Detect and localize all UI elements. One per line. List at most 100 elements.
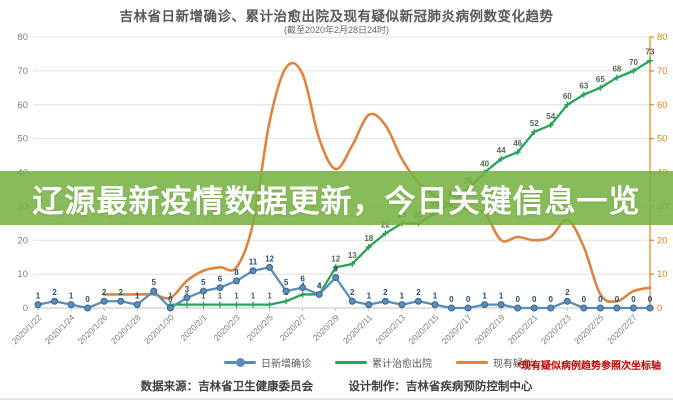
svg-text:40: 40 [480, 160, 489, 169]
svg-text:1: 1 [499, 292, 504, 301]
svg-text:44: 44 [497, 146, 506, 155]
svg-text:0: 0 [23, 303, 28, 314]
headline-banner: 辽源最新疫情数据更新，今日关键信息一览 [0, 171, 673, 225]
svg-text:11: 11 [249, 258, 258, 267]
svg-text:1: 1 [201, 292, 206, 301]
svg-text:54: 54 [546, 112, 555, 121]
svg-text:2020/2/11: 2020/2/11 [341, 312, 375, 346]
svg-text:2020/1/30: 2020/1/30 [142, 312, 176, 346]
svg-text:2020/2/25: 2020/2/25 [572, 312, 606, 346]
svg-text:2020/1/22: 2020/1/22 [10, 312, 44, 346]
svg-text:10: 10 [17, 269, 28, 280]
svg-text:50: 50 [17, 134, 28, 145]
svg-text:2: 2 [416, 288, 421, 297]
svg-text:0: 0 [168, 295, 173, 304]
svg-text:0: 0 [549, 295, 554, 304]
svg-text:68: 68 [612, 65, 621, 74]
svg-text:2: 2 [52, 288, 57, 297]
svg-text:12: 12 [331, 254, 340, 263]
svg-text:1: 1 [135, 292, 140, 301]
svg-text:1: 1 [69, 292, 74, 301]
svg-text:0: 0 [631, 295, 636, 304]
svg-text:0: 0 [532, 295, 537, 304]
svg-text:2020/2/23: 2020/2/23 [539, 312, 573, 346]
svg-text:52: 52 [530, 119, 539, 128]
svg-text:50: 50 [657, 134, 668, 145]
svg-text:70: 70 [629, 58, 638, 67]
svg-text:0: 0 [466, 295, 471, 304]
svg-text:20: 20 [17, 235, 28, 246]
svg-text:2020/1/26: 2020/1/26 [76, 312, 110, 346]
svg-text:0: 0 [515, 295, 520, 304]
svg-text:1: 1 [218, 292, 223, 301]
svg-text:2020/2/1: 2020/2/1 [178, 312, 209, 343]
svg-text:1: 1 [400, 292, 405, 301]
svg-text:6: 6 [218, 275, 223, 284]
svg-text:5: 5 [152, 278, 157, 287]
svg-text:65: 65 [596, 75, 605, 84]
svg-text:0: 0 [648, 295, 653, 304]
svg-text:4: 4 [317, 281, 322, 290]
svg-text:1: 1 [433, 292, 438, 301]
svg-text:9: 9 [334, 265, 339, 274]
svg-text:1: 1 [367, 292, 372, 301]
bottom-edge-strip [0, 398, 673, 400]
svg-text:2020/2/15: 2020/2/15 [407, 312, 441, 346]
svg-text:5: 5 [284, 278, 289, 287]
svg-text:60: 60 [563, 92, 572, 101]
svg-text:2020/2/27: 2020/2/27 [605, 312, 639, 346]
svg-text:2020/1/24: 2020/1/24 [43, 312, 77, 346]
svg-text:80: 80 [17, 32, 28, 43]
svg-text:1: 1 [36, 292, 41, 301]
svg-text:0: 0 [657, 303, 662, 314]
svg-text:10: 10 [657, 269, 668, 280]
svg-text:2020/1/28: 2020/1/28 [109, 312, 143, 346]
svg-text:2: 2 [102, 288, 107, 297]
legend-label: 累计治愈出院 [372, 359, 432, 370]
legend-item-cumulative-discharged: 累计治愈出院 [335, 355, 432, 370]
page-title: 吉林省日新增确诊、累计治愈出院及现有疑似新冠肺炎病例数变化趋势 [119, 9, 554, 24]
legend-item-daily-new-confirmed: 日新增确诊 [224, 355, 311, 370]
svg-text:2: 2 [565, 288, 570, 297]
svg-text:1: 1 [168, 292, 173, 301]
svg-text:13: 13 [348, 251, 357, 260]
svg-text:80: 80 [657, 32, 668, 43]
legend-line-icon [456, 361, 488, 364]
svg-text:5: 5 [201, 278, 206, 287]
svg-text:60: 60 [17, 100, 28, 111]
svg-text:70: 70 [17, 66, 28, 77]
headline-text: 辽源最新疫情数据更新，今日关键信息一览 [32, 183, 641, 219]
svg-text:63: 63 [579, 82, 588, 91]
footer: 数据来源：吉林省卫生健康委员会 设计制作：吉林省疾病预防控制中心 [0, 378, 673, 394]
svg-text:1: 1 [234, 292, 239, 301]
svg-text:73: 73 [646, 48, 655, 57]
secondary-axis-note: *现有疑似病例趋势参照次坐标轴 [517, 361, 661, 372]
svg-text:2020/2/21: 2020/2/21 [506, 312, 540, 346]
svg-text:2020/2/13: 2020/2/13 [373, 312, 407, 346]
svg-text:8: 8 [234, 268, 239, 277]
legend-label: 日新增确诊 [261, 359, 311, 370]
svg-text:0: 0 [615, 295, 620, 304]
svg-text:4: 4 [317, 281, 322, 290]
legend-item-existing-suspected: 现有疑似 [456, 355, 533, 370]
svg-text:70: 70 [657, 66, 668, 77]
legend: 日新增确诊 累计治愈出院 现有疑似 [224, 355, 533, 370]
svg-text:3: 3 [185, 285, 190, 294]
svg-text:6: 6 [300, 275, 305, 284]
svg-text:1: 1 [251, 292, 256, 301]
svg-text:2020/2/5: 2020/2/5 [245, 312, 276, 343]
legend-label: 现有疑似 [493, 359, 533, 370]
data-source-text: 数据来源：吉林省卫生健康委员会 [140, 381, 314, 393]
svg-text:2020/2/17: 2020/2/17 [440, 312, 474, 346]
svg-text:46: 46 [513, 139, 522, 148]
svg-text:2020/2/9: 2020/2/9 [311, 312, 342, 343]
svg-text:2: 2 [118, 288, 123, 297]
legend-line-dot-icon [224, 358, 256, 367]
svg-text:1: 1 [267, 292, 272, 301]
page-subtitle: (截至2020年2月28日24时) [283, 25, 390, 35]
svg-text:0: 0 [598, 295, 603, 304]
svg-text:60: 60 [657, 100, 668, 111]
svg-text:2: 2 [350, 288, 355, 297]
svg-text:12: 12 [265, 254, 274, 263]
